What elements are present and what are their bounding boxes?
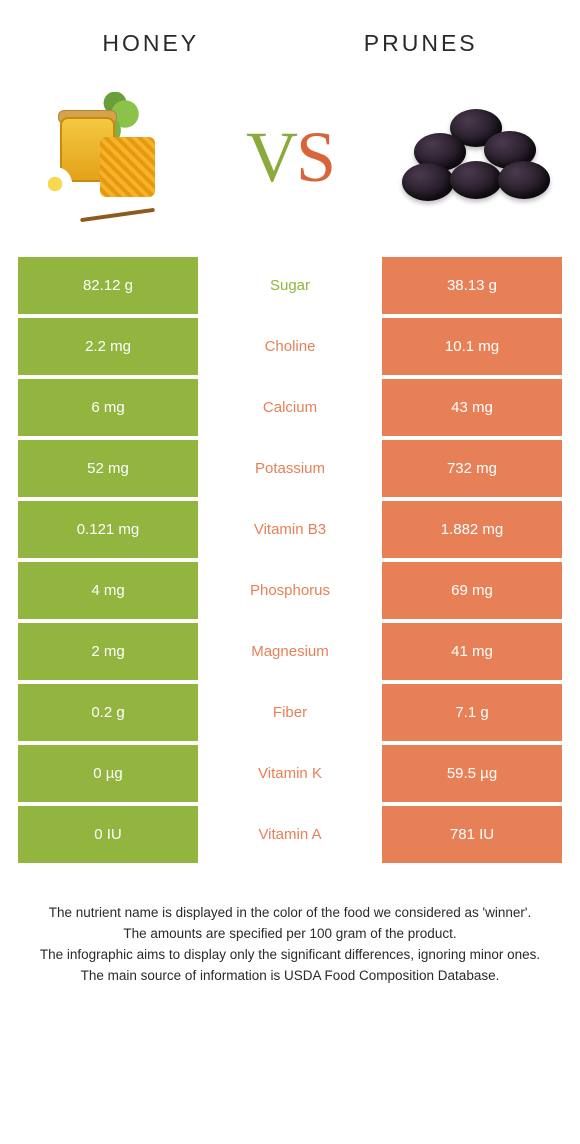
left-value: 4 mg: [18, 562, 198, 619]
vs-s: S: [296, 117, 334, 197]
right-value: 732 mg: [382, 440, 562, 497]
vs-label: VS: [246, 116, 334, 199]
right-value: 1.882 mg: [382, 501, 562, 558]
left-value: 52 mg: [18, 440, 198, 497]
right-value: 10.1 mg: [382, 318, 562, 375]
footer-line: The nutrient name is displayed in the co…: [34, 903, 546, 924]
left-value: 0 IU: [18, 806, 198, 863]
images-row: VS: [0, 67, 580, 257]
nutrient-label: Vitamin K: [198, 745, 382, 802]
table-row: 0.2 gFiber7.1 g: [18, 684, 562, 741]
right-value: 43 mg: [382, 379, 562, 436]
prune-icon: [450, 161, 502, 199]
nutrient-label: Vitamin A: [198, 806, 382, 863]
prune-icon: [402, 163, 454, 201]
right-title: PRUNES: [364, 30, 478, 57]
table-row: 0.121 mgVitamin B31.882 mg: [18, 501, 562, 558]
table-row: 4 mgPhosphorus69 mg: [18, 562, 562, 619]
right-value: 781 IU: [382, 806, 562, 863]
left-value: 2 mg: [18, 623, 198, 680]
honey-dipper-icon: [80, 208, 155, 222]
right-value: 41 mg: [382, 623, 562, 680]
footer-notes: The nutrient name is displayed in the co…: [0, 867, 580, 987]
nutrient-label: Sugar: [198, 257, 382, 314]
nutrient-label: Choline: [198, 318, 382, 375]
honeycomb-icon: [100, 137, 155, 197]
footer-line: The infographic aims to display only the…: [34, 945, 546, 966]
left-value: 0.121 mg: [18, 501, 198, 558]
vs-v: V: [246, 117, 296, 197]
left-value: 2.2 mg: [18, 318, 198, 375]
comparison-table: 82.12 gSugar38.13 g2.2 mgCholine10.1 mg6…: [0, 257, 580, 863]
footer-line: The amounts are specified per 100 gram o…: [34, 924, 546, 945]
table-row: 6 mgCalcium43 mg: [18, 379, 562, 436]
table-row: 2 mgMagnesium41 mg: [18, 623, 562, 680]
table-row: 0 IUVitamin A781 IU: [18, 806, 562, 863]
right-value: 59.5 µg: [382, 745, 562, 802]
prunes-image: [400, 92, 555, 222]
table-row: 0 µgVitamin K59.5 µg: [18, 745, 562, 802]
flower-icon: [35, 164, 75, 204]
left-title: HONEY: [102, 30, 199, 57]
nutrient-label: Vitamin B3: [198, 501, 382, 558]
nutrient-label: Potassium: [198, 440, 382, 497]
table-row: 82.12 gSugar38.13 g: [18, 257, 562, 314]
left-value: 6 mg: [18, 379, 198, 436]
prune-icon: [498, 161, 550, 199]
nutrient-label: Calcium: [198, 379, 382, 436]
honey-image: [25, 92, 180, 222]
table-row: 52 mgPotassium732 mg: [18, 440, 562, 497]
right-value: 69 mg: [382, 562, 562, 619]
nutrient-label: Fiber: [198, 684, 382, 741]
left-value: 82.12 g: [18, 257, 198, 314]
left-value: 0 µg: [18, 745, 198, 802]
right-value: 7.1 g: [382, 684, 562, 741]
header: HONEY PRUNES: [0, 0, 580, 67]
left-value: 0.2 g: [18, 684, 198, 741]
right-value: 38.13 g: [382, 257, 562, 314]
nutrient-label: Magnesium: [198, 623, 382, 680]
nutrient-label: Phosphorus: [198, 562, 382, 619]
table-row: 2.2 mgCholine10.1 mg: [18, 318, 562, 375]
footer-line: The main source of information is USDA F…: [34, 966, 546, 987]
